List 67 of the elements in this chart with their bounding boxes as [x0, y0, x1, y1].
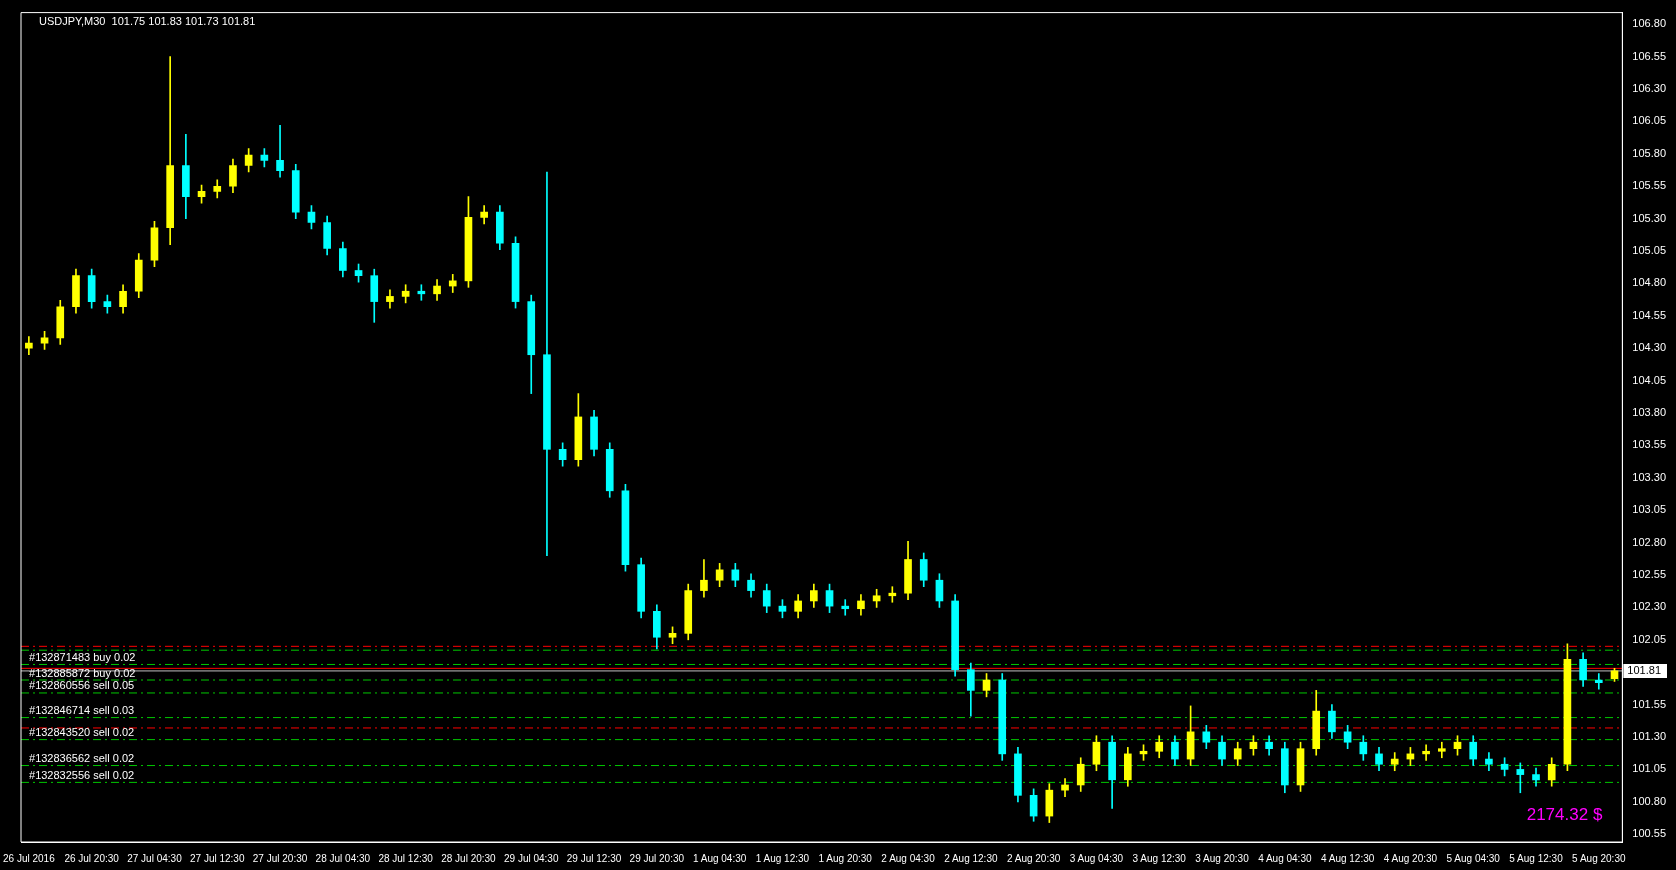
x-tick-label: 27 Jul 20:30: [252, 852, 308, 864]
ref-line-label: #132836562 sell 0.02: [29, 752, 135, 765]
y-tick-label: 106.05: [1632, 114, 1667, 127]
y-tick-label: 102.80: [1632, 535, 1667, 548]
x-tick-label: 2 Aug 12:30: [944, 852, 998, 864]
x-tick-label: 29 Jul 20:30: [629, 852, 685, 864]
y-tick-label: 105.05: [1632, 244, 1667, 257]
x-tick-label: 28 Jul 12:30: [378, 852, 434, 864]
ref-line-label: #132860556 sell 0.05: [29, 679, 135, 692]
x-tick-label: 1 Aug 12:30: [755, 852, 810, 864]
x-tick-label: 2 Aug 04:30: [881, 852, 936, 864]
x-tick-label: 26 Jul 20:30: [64, 852, 120, 864]
x-tick-label: 3 Aug 12:30: [1132, 852, 1187, 864]
y-tick-label: 105.55: [1632, 179, 1667, 192]
candlestick: [276, 125, 284, 178]
x-tick-label: 29 Jul 12:30: [566, 852, 622, 864]
y-tick-label: 104.55: [1632, 308, 1667, 321]
candlestick: [841, 599, 850, 616]
x-tick-label: 26 Jul 2016: [3, 852, 56, 864]
x-tick-label: 4 Aug 04:30: [1258, 852, 1312, 864]
x-tick-label: 28 Jul 20:30: [441, 852, 497, 864]
ref-line-label: #132871483 buy 0.02: [29, 650, 136, 663]
x-tick-label: 5 Aug 20:30: [1572, 852, 1626, 864]
chart-title: USDJPY,M30 101.75 101.83 101.73 101.81: [39, 15, 256, 28]
y-tick-label: 106.80: [1632, 17, 1667, 30]
y-tick-label: 103.80: [1632, 406, 1667, 419]
ref-line-label: #132832556 sell 0.02: [29, 768, 135, 781]
ref-line-label: 101.81: [1627, 663, 1662, 676]
x-tick-label: 2 Aug 20:30: [1006, 852, 1061, 864]
y-tick-label: 103.30: [1632, 470, 1667, 483]
y-tick-label: 101.05: [1632, 762, 1667, 775]
y-tick-label: 103.55: [1632, 438, 1667, 451]
x-tick-label: 28 Jul 04:30: [315, 852, 371, 864]
ref-line-label: #132885872 buy 0.02: [29, 666, 136, 679]
x-tick-label: 29 Jul 04:30: [504, 852, 559, 864]
y-tick-label: 103.05: [1632, 503, 1667, 516]
x-tick-label: 3 Aug 04:30: [1069, 852, 1124, 864]
x-tick-label: 27 Jul 12:30: [190, 852, 245, 864]
x-tick-label: 5 Aug 12:30: [1509, 852, 1564, 864]
x-tick-label: 4 Aug 12:30: [1320, 852, 1375, 864]
y-tick-label: 101.55: [1632, 697, 1667, 710]
y-tick-label: 100.80: [1632, 794, 1667, 807]
ref-line-label: #132843520 sell 0.02: [29, 726, 135, 739]
x-tick-label: 4 Aug 20:30: [1383, 852, 1438, 864]
candlestick: [1594, 673, 1603, 690]
y-tick-label: 104.80: [1632, 276, 1667, 289]
y-tick-label: 102.05: [1632, 632, 1667, 645]
annotation: 2174.32 $: [1526, 805, 1603, 825]
y-tick-label: 106.55: [1632, 49, 1667, 62]
x-tick-label: 5 Aug 04:30: [1446, 852, 1501, 864]
y-tick-label: 106.30: [1632, 82, 1667, 95]
ref-line-label: #132846714 sell 0.03: [29, 704, 135, 717]
y-tick-label: 100.55: [1632, 827, 1667, 840]
x-tick-label: 1 Aug 20:30: [818, 852, 873, 864]
y-tick-label: 102.30: [1632, 600, 1667, 613]
x-tick-label: 27 Jul 04:30: [127, 852, 183, 864]
y-tick-label: 105.30: [1632, 211, 1667, 224]
y-tick-label: 105.80: [1632, 146, 1667, 159]
y-tick-label: 102.55: [1632, 568, 1667, 581]
candlestick: [1516, 762, 1525, 794]
y-tick-label: 104.30: [1632, 341, 1667, 354]
x-tick-label: 1 Aug 04:30: [692, 852, 747, 864]
y-tick-label: 101.30: [1632, 730, 1667, 743]
candlestick: [543, 171, 551, 556]
candlestick: [1422, 744, 1430, 761]
x-tick-label: 3 Aug 20:30: [1195, 852, 1250, 864]
y-tick-label: 104.05: [1632, 373, 1667, 386]
